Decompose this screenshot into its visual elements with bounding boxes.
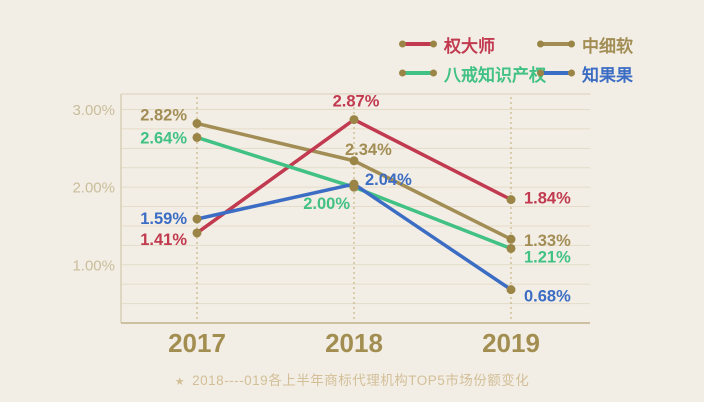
- data-point-marker: [192, 228, 202, 238]
- data-point-label: 2.64%: [140, 129, 187, 147]
- x-axis-tick-label: 2019: [482, 328, 540, 358]
- legend-line-sample: [537, 40, 575, 48]
- data-point-label: 2.87%: [333, 93, 380, 111]
- legend-item-zhiguoguo: 知果果: [537, 62, 691, 85]
- legend-endpoint-dot: [568, 40, 575, 48]
- legend-label: 中细软: [582, 36, 633, 56]
- chart-caption: ★ 2018----019各上半年商标代理机构TOP5市场份额变化: [0, 369, 704, 389]
- legend-endpoint-dot: [537, 69, 544, 77]
- legend-item-bajie: 八戒知识产权: [399, 62, 546, 85]
- data-point-label: 2.04%: [365, 171, 412, 189]
- data-point-label: 0.68%: [524, 288, 571, 306]
- data-point-label: 2.00%: [303, 195, 350, 213]
- legend-label: 知果果: [582, 65, 633, 85]
- legend-item-quandashi: 权大师: [399, 33, 539, 56]
- data-point-marker: [192, 118, 202, 128]
- legend-label: 八戒知识产权: [444, 65, 546, 85]
- data-point-marker: [506, 243, 516, 253]
- data-point-label: 1.21%: [524, 248, 571, 266]
- data-point-marker: [192, 214, 202, 224]
- legend-line-sample: [537, 69, 575, 77]
- legend-endpoint-dot: [430, 40, 437, 48]
- legend-endpoint-dot: [537, 40, 544, 48]
- y-axis-tick-label: 3.00%: [72, 102, 115, 119]
- data-point-marker: [506, 195, 516, 205]
- legend: 权大师 中细软 八戒知识产权 知果果: [399, 33, 691, 85]
- x-axis-tick-label: 2017: [168, 328, 226, 358]
- data-point-marker: [506, 285, 516, 295]
- legend-item-zhongxiruan: 中细软: [537, 33, 691, 56]
- data-point-label: 2.82%: [140, 106, 187, 124]
- data-point-marker: [349, 156, 359, 166]
- data-point-marker: [192, 132, 202, 142]
- legend-endpoint-dot: [399, 69, 406, 77]
- data-point-marker: [506, 234, 516, 244]
- legend-endpoint-dot: [568, 69, 575, 77]
- y-axis-tick-label: 1.00%: [72, 257, 115, 274]
- data-point-marker: [349, 115, 359, 125]
- legend-line-sample: [399, 69, 437, 77]
- data-point-label: 1.84%: [524, 190, 571, 208]
- y-axis-tick-label: 2.00%: [72, 180, 115, 197]
- data-point-label: 1.33%: [524, 232, 571, 250]
- data-point-label: 1.59%: [140, 210, 187, 228]
- legend-endpoint-dot: [430, 69, 437, 77]
- legend-endpoint-dot: [399, 40, 406, 48]
- legend-label: 权大师: [444, 36, 495, 56]
- x-axis-tick-label: 2018: [325, 328, 383, 358]
- data-point-marker: [349, 179, 359, 189]
- legend-line-sample: [399, 40, 437, 48]
- data-point-label: 2.34%: [345, 141, 392, 159]
- star-icon: ★: [174, 376, 186, 388]
- caption-text: 2018----019各上半年商标代理机构TOP5市场份额变化: [192, 373, 530, 388]
- data-point-label: 1.41%: [140, 231, 187, 249]
